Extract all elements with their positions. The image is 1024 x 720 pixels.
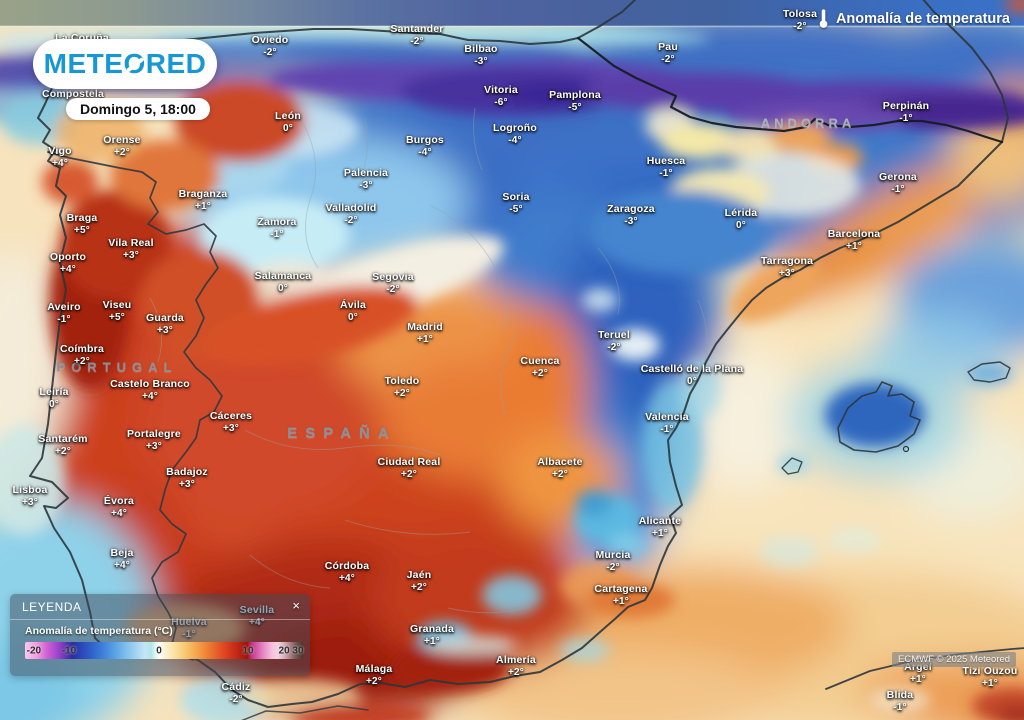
legend-tick: 20 (278, 645, 290, 656)
legend-panel: LEYENDA × Anomalía de temperatura (°C) -… (10, 594, 310, 676)
logo-text-right: RED (145, 48, 207, 79)
legend-variable-label: Anomalía de temperatura (°C) (25, 625, 173, 637)
legend-tick: -20 (26, 645, 42, 656)
logo-text-left: METE (43, 48, 124, 79)
legend-tick: 0 (156, 645, 162, 656)
legend-header: LEYENDA (10, 594, 310, 620)
datetime-badge: Domingo 5, 18:00 (66, 98, 210, 120)
meteored-logo: METE O RED (33, 39, 217, 89)
logo-o-glyph: O (123, 48, 146, 79)
legend-tick: 30 (292, 645, 304, 656)
attribution-badge: ECMWF © 2025 Meteored (892, 652, 1017, 667)
thermometer-icon (819, 9, 828, 28)
legend-tick: 10 (242, 645, 254, 656)
legend-title: LEYENDA (22, 599, 82, 614)
map-title: Anomalía de temperatura (818, 8, 1010, 29)
legend-close-button[interactable]: × (292, 598, 300, 613)
legend-colorbar: -20 -10 0 10 20 30 (25, 642, 304, 659)
map-title-label: Anomalía de temperatura (835, 10, 1010, 27)
legend-tick: -10 (61, 645, 77, 656)
